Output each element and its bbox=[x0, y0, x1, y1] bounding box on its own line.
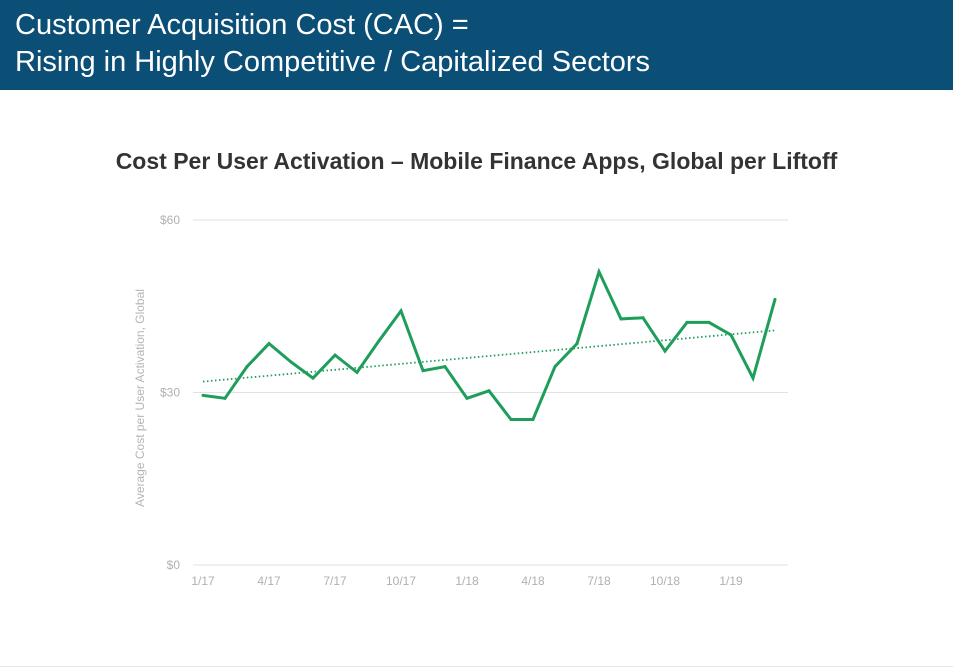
data-point-4-18 bbox=[531, 418, 535, 422]
bottom-divider bbox=[0, 666, 953, 667]
data-point-4-17 bbox=[267, 342, 271, 346]
data-point-9-18 bbox=[641, 316, 645, 320]
data-point-2-18 bbox=[487, 389, 491, 393]
x-tick-label: 1/17 bbox=[191, 574, 215, 588]
data-point-2-19 bbox=[751, 376, 755, 380]
chart-title: Cost Per User Activation – Mobile Financ… bbox=[115, 148, 838, 174]
data-point-6-18 bbox=[575, 342, 579, 346]
x-tick-label: 7/18 bbox=[587, 574, 611, 588]
trendline-group bbox=[202, 329, 776, 383]
data-point-6-17 bbox=[311, 376, 315, 380]
data-point-12-17 bbox=[443, 365, 447, 369]
header-title-line1: Customer Acquisition Cost (CAC) = bbox=[15, 9, 469, 41]
data-point-2-17 bbox=[223, 396, 227, 400]
x-tick-label: 1/19 bbox=[719, 574, 743, 588]
data-point-7-17 bbox=[333, 353, 337, 357]
y-tick-label: $60 bbox=[160, 213, 180, 227]
x-tick-label: 1/18 bbox=[455, 574, 479, 588]
x-tick-label: 10/17 bbox=[386, 574, 416, 588]
data-point-3-17 bbox=[245, 365, 249, 369]
x-tick-label: 4/17 bbox=[257, 574, 281, 588]
x-tick-label: 10/18 bbox=[650, 574, 680, 588]
data-point-9-17 bbox=[377, 339, 381, 343]
data-point-11-17 bbox=[421, 369, 425, 373]
data-point-10-17 bbox=[399, 309, 403, 313]
data-point-11-18 bbox=[685, 320, 689, 324]
series-line bbox=[202, 267, 777, 421]
data-point-5-18 bbox=[553, 365, 557, 369]
trendline bbox=[202, 329, 776, 383]
header-title-line2: Rising in Highly Competitive / Capitaliz… bbox=[15, 46, 651, 78]
data-point-1-18 bbox=[465, 396, 469, 400]
series-group bbox=[201, 267, 777, 422]
x-tick-label: 4/18 bbox=[521, 574, 545, 588]
data-point-8-18 bbox=[619, 317, 623, 321]
y-tick-labels: $0 $30 $60 bbox=[160, 213, 180, 572]
data-point-1-17 bbox=[201, 393, 205, 397]
y-tick-label: $30 bbox=[160, 386, 180, 400]
data-point-10-18 bbox=[663, 349, 667, 353]
data-point-5-17 bbox=[289, 360, 293, 364]
data-point-3-18 bbox=[509, 418, 513, 422]
data-point-1-19 bbox=[729, 333, 733, 337]
x-tick-labels: 1/17 4/17 7/17 10/17 1/18 4/18 7/18 10/18 1/19 bbox=[191, 574, 743, 588]
header-banner: Customer Acquisition Cost (CAC) = Rising… bbox=[0, 0, 953, 90]
y-tick-label: $0 bbox=[167, 558, 181, 572]
data-point-12-18 bbox=[707, 320, 711, 324]
data-point-7-18 bbox=[597, 270, 601, 274]
data-point-3-19 bbox=[773, 297, 777, 301]
data-point-8-17 bbox=[355, 370, 359, 374]
x-tick-label: 7/17 bbox=[323, 574, 347, 588]
